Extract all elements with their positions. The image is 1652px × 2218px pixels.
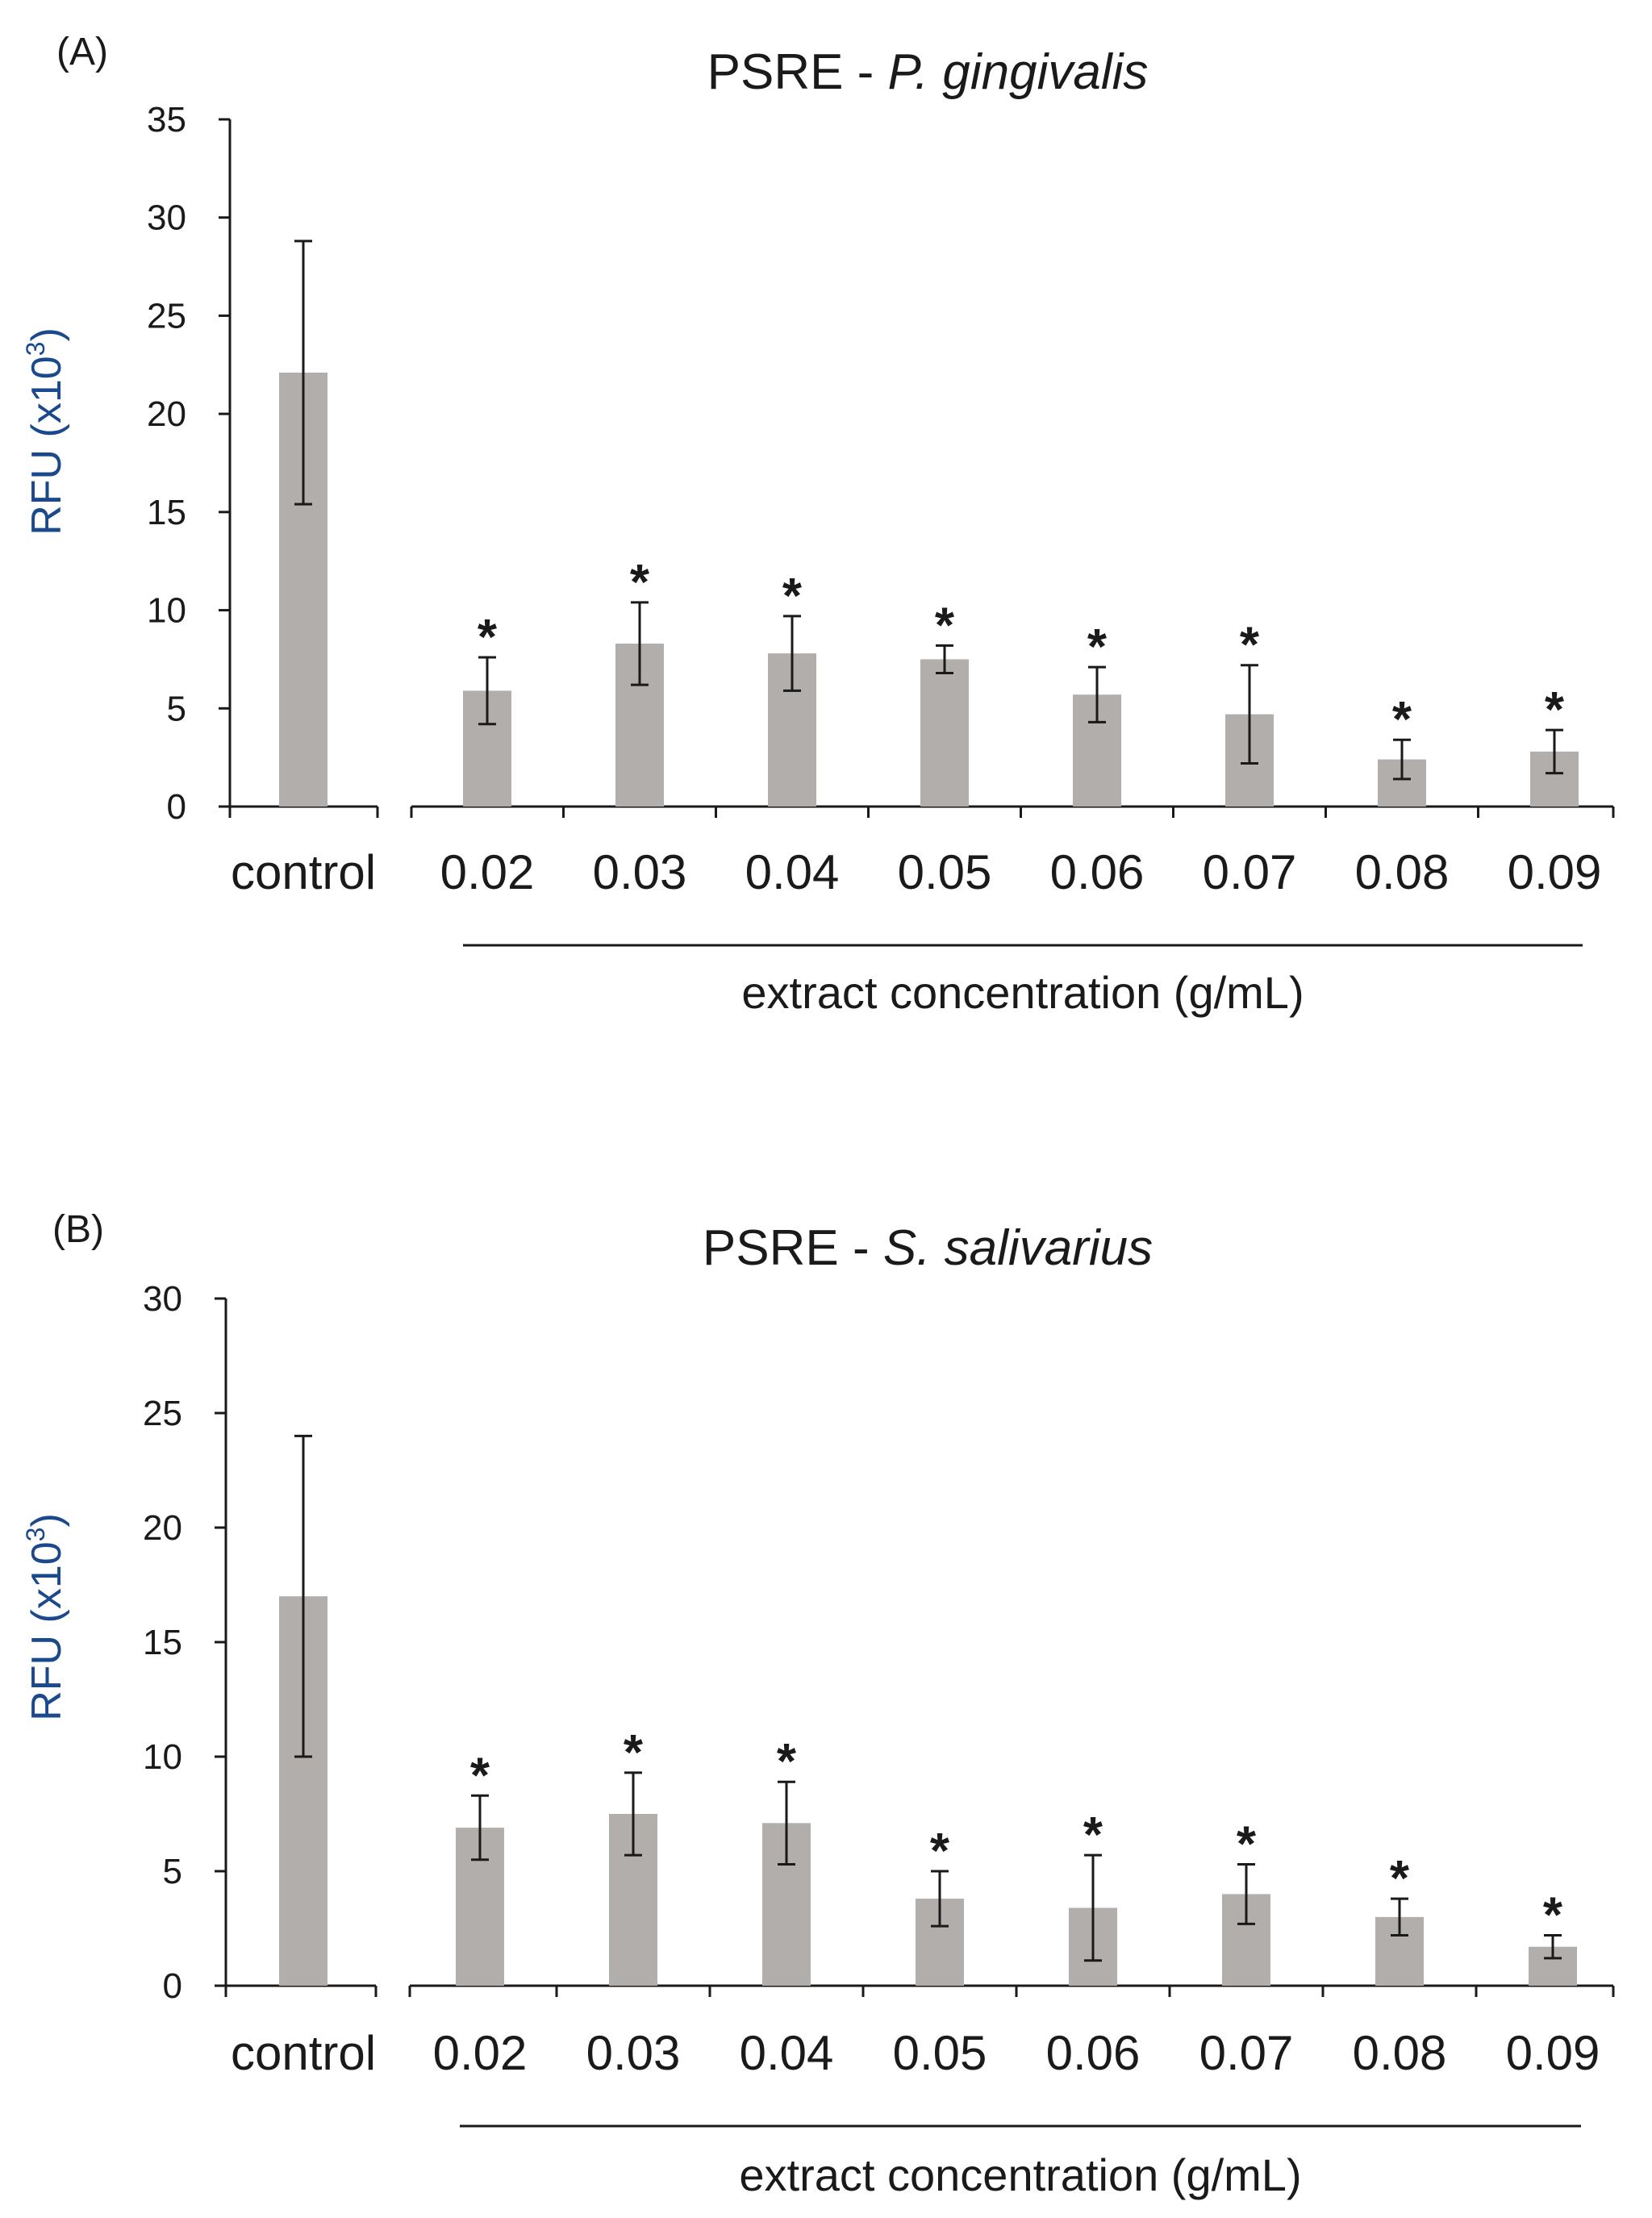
x-axis-label: extract concentration (g/mL) [741,967,1304,1018]
y-tick-label: 20 [143,1508,182,1548]
significance-asterisk: * [1237,1816,1257,1872]
y-tick-label: 5 [163,1852,182,1891]
significance-asterisk: * [630,555,650,611]
x-category-label: 0.07 [1203,845,1297,899]
y-tick-label: 10 [143,1737,182,1777]
chart-title-organism: P. gingivalis [888,44,1149,100]
significance-asterisk: * [1545,682,1565,738]
y-tick-label: 0 [163,1966,182,2006]
y-tick-label: 15 [143,1623,182,1662]
y-axis-label-close: ) [23,1513,70,1527]
chart-title-organism: S. salivarius [883,1220,1153,1276]
y-tick-label: 25 [143,1394,182,1433]
x-category-label: 0.05 [893,2026,987,2080]
significance-asterisk: * [624,1725,644,1781]
chart-title-prefix: PSRE - [703,1220,883,1276]
panel-label: (B) [52,1208,104,1251]
y-tick-label: 30 [143,1279,182,1319]
x-category-label: 0.08 [1355,845,1450,899]
significance-asterisk: * [1240,618,1260,673]
y-axis-label: RFU (x103) [21,327,70,536]
y-axis-label-main: RFU (x10 [23,1541,70,1720]
x-category-label: 0.06 [1050,845,1145,899]
x-category-label: 0.03 [593,845,687,899]
y-axis-label-superscript: 3 [21,1528,50,1542]
significance-asterisk: * [930,1824,950,1879]
y-tick-label: 20 [147,394,186,434]
x-category-label: 0.09 [1508,845,1602,899]
y-tick-label: 35 [147,100,186,140]
x-category-label: 0.02 [440,845,535,899]
panel-label: (A) [56,31,108,73]
significance-asterisk: * [1392,692,1412,748]
x-category-label: 0.02 [433,2026,528,2080]
y-tick-label: 0 [167,787,186,827]
y-axis-label-main: RFU (x10 [23,356,70,535]
chart-title: PSRE - S. salivarius [703,1220,1153,1276]
x-category-label: 0.06 [1046,2026,1141,2080]
y-axis-label: RFU (x103) [21,1513,70,1721]
x-category-label: control [231,2026,376,2080]
y-tick-label: 25 [147,296,186,336]
y-axis-label-close: ) [23,327,70,341]
panel-a: (A) PSRE - P. gingivalis RFU (x103) 0 5 10 15 2… [21,31,1615,1018]
significance-asterisk: * [1390,1851,1410,1907]
chart-title-prefix: PSRE - [707,44,888,100]
x-category-label: 0.08 [1353,2026,1447,2080]
y-tick-label: 10 [147,591,186,631]
y-tick-label: 30 [147,198,186,238]
x-category-label: 0.03 [586,2026,681,2080]
y-tick-label: 5 [167,689,186,728]
significance-asterisk: * [478,610,498,665]
x-category-label: 0.05 [898,845,992,899]
y-axis-label-superscript: 3 [21,342,50,356]
significance-asterisk: * [1543,1888,1563,1944]
significance-asterisk: * [777,1734,797,1790]
significance-asterisk: * [1083,1807,1103,1863]
bar-0-05 [920,659,969,807]
significance-asterisk: * [782,569,803,624]
x-category-label: 0.07 [1199,2026,1294,2080]
x-category-label: 0.04 [745,845,840,899]
panel-b: (B) PSRE - S. salivarius RFU (x103) 0 5 10 15 2… [21,1208,1615,2200]
x-axis-label: extract concentration (g/mL) [739,2149,1301,2200]
significance-asterisk: * [470,1748,490,1803]
x-category-label: 0.09 [1506,2026,1600,2080]
y-tick-label: 15 [147,493,186,532]
x-category-label: control [231,845,376,899]
x-category-label: 0.04 [740,2026,834,2080]
chart-title: PSRE - P. gingivalis [707,44,1149,100]
significance-asterisk: * [935,598,955,653]
significance-asterisk: * [1087,619,1108,675]
